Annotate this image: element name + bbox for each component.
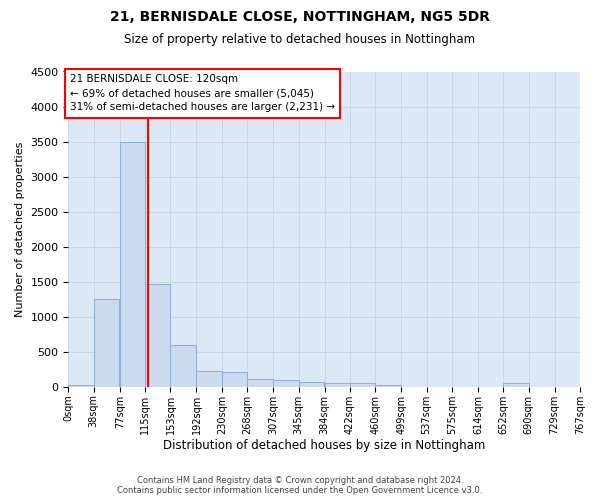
Bar [145, 284, 170, 387]
Text: 21, BERNISDALE CLOSE, NOTTINGHAM, NG5 5DR: 21, BERNISDALE CLOSE, NOTTINGHAM, NG5 5D… [110, 10, 490, 24]
Bar [273, 380, 299, 387]
Bar [503, 384, 529, 387]
Bar [222, 372, 247, 387]
Bar [68, 384, 94, 387]
Bar [350, 384, 375, 387]
Bar [170, 345, 196, 387]
Text: Contains HM Land Registry data © Crown copyright and database right 2024.
Contai: Contains HM Land Registry data © Crown c… [118, 476, 482, 495]
Y-axis label: Number of detached properties: Number of detached properties [15, 142, 25, 317]
Bar [375, 384, 401, 387]
X-axis label: Distribution of detached houses by size in Nottingham: Distribution of detached houses by size … [163, 440, 485, 452]
Bar [120, 142, 145, 387]
Bar [94, 299, 119, 387]
Bar [247, 378, 272, 387]
Bar [299, 382, 324, 387]
Text: 21 BERNISDALE CLOSE: 120sqm
← 69% of detached houses are smaller (5,045)
31% of : 21 BERNISDALE CLOSE: 120sqm ← 69% of det… [70, 74, 335, 112]
Bar [325, 384, 350, 387]
Bar [196, 370, 222, 387]
Text: Size of property relative to detached houses in Nottingham: Size of property relative to detached ho… [124, 32, 476, 46]
